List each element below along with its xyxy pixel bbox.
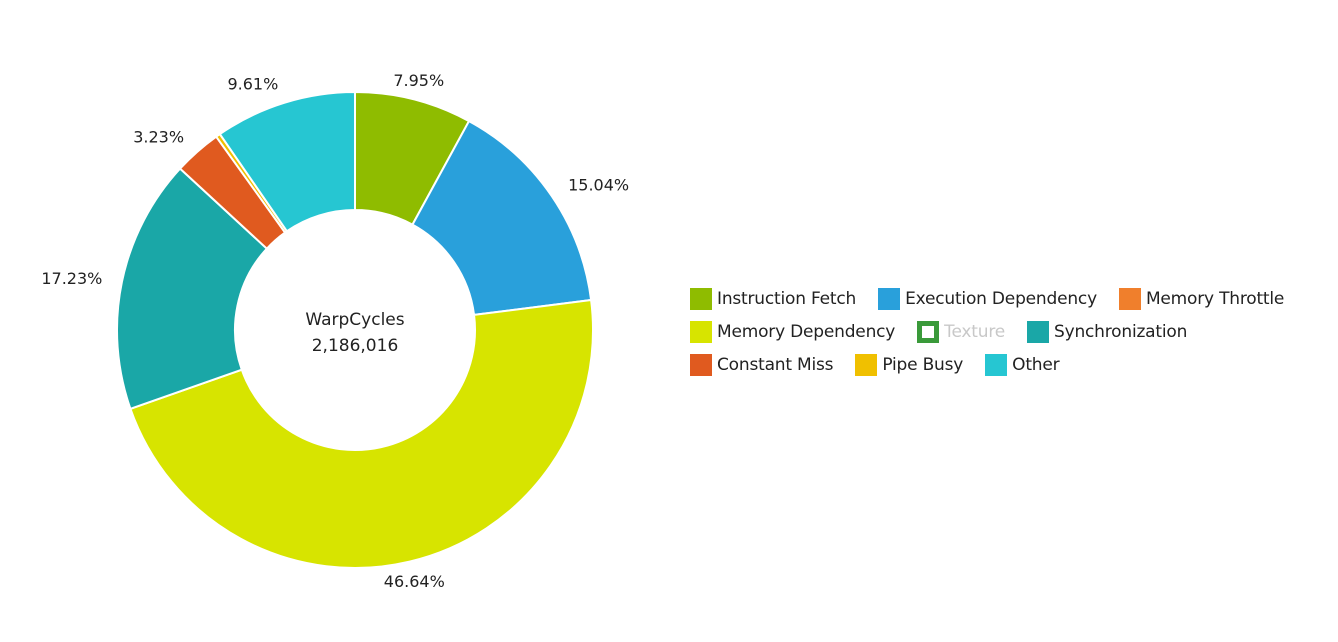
percent-label-constant-miss: 3.23% <box>133 128 184 147</box>
legend-swatch-synchronization <box>1027 320 1049 343</box>
legend-swatch-execution-dependency <box>878 287 901 310</box>
center-label: WarpCycles <box>305 310 404 330</box>
legend-item-memory-throttle[interactable]: Memory Throttle <box>1118 287 1285 310</box>
legend-label-constant-miss: Constant Miss <box>717 354 834 375</box>
legend-label-texture: Texture <box>944 321 1005 342</box>
legend-item-memory-dependency[interactable]: Memory Dependency <box>690 320 896 343</box>
legend-item-pipe-busy[interactable]: Pipe Busy <box>855 353 964 376</box>
center-value: 2,186,016 <box>312 336 399 356</box>
legend-swatch-pipe-busy <box>855 353 878 376</box>
legend-label-instruction-fetch: Instruction Fetch <box>717 288 857 309</box>
percent-label-synchronization: 17.23% <box>41 269 102 288</box>
legend-label-memory-dependency: Memory Dependency <box>717 321 896 342</box>
legend-swatch-instruction-fetch <box>690 287 712 310</box>
chart-legend: Instruction Fetch Execution Dependency Mem… <box>690 282 1330 381</box>
legend-label-execution-dependency: Execution Dependency <box>905 288 1097 309</box>
legend-swatch-other <box>985 353 1008 376</box>
legend-swatch-memory-dependency <box>690 320 712 343</box>
legend-item-constant-miss[interactable]: Constant Miss <box>690 353 834 376</box>
slice-execution-dependency[interactable] <box>411 119 593 317</box>
slice-memory-dependency[interactable] <box>129 298 594 569</box>
legend-item-execution-dependency[interactable]: Execution Dependency <box>878 287 1097 310</box>
percent-labels: 7.95% 15.04% 46.64% 17.23% 3.23% 9.61% <box>41 71 629 591</box>
donut-slices <box>116 90 594 569</box>
percent-label-other: 9.61% <box>227 75 278 94</box>
legend-swatch-constant-miss <box>690 353 712 376</box>
slice-other[interactable] <box>218 90 356 233</box>
legend-item-synchronization[interactable]: Synchronization <box>1027 320 1188 343</box>
legend-item-instruction-fetch[interactable]: Instruction Fetch <box>690 287 857 310</box>
percent-label-instruction-fetch: 7.95% <box>393 71 444 90</box>
legend-label-pipe-busy: Pipe Busy <box>882 354 964 375</box>
legend-row: Instruction Fetch Execution Dependency Mem… <box>690 282 1330 315</box>
legend-label-memory-throttle: Memory Throttle <box>1145 288 1285 309</box>
legend-row: Memory Dependency Texture Synchronization <box>690 315 1330 348</box>
legend-swatch-texture <box>917 320 940 343</box>
legend-item-other[interactable]: Other <box>985 353 1060 376</box>
slice-synchronization[interactable] <box>116 167 269 411</box>
legend-label-other: Other <box>1012 354 1060 375</box>
percent-label-execution-dependency: 15.04% <box>568 176 629 195</box>
legend-item-texture[interactable]: Texture <box>917 320 1005 343</box>
percent-label-memory-dependency: 46.64% <box>384 572 445 591</box>
legend-swatch-memory-throttle <box>1118 287 1141 310</box>
legend-row: Constant Miss Pipe Busy Other <box>690 348 1330 381</box>
legend-label-synchronization: Synchronization <box>1054 321 1188 342</box>
